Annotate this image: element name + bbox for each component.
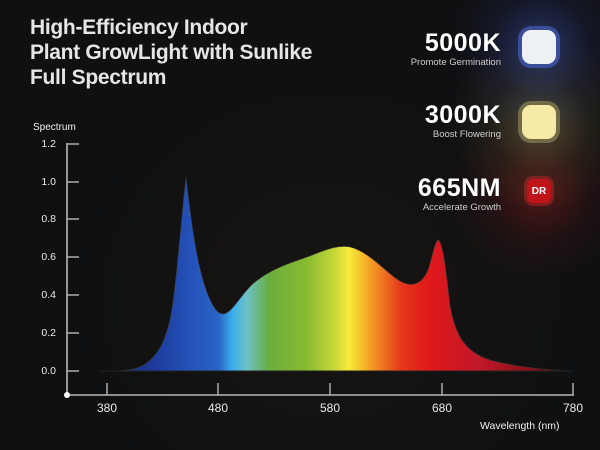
y-tick-label: 0.0 xyxy=(41,365,56,377)
spectrum-area xyxy=(106,176,573,372)
y-tick-label: 0.8 xyxy=(41,213,56,225)
x-ticks xyxy=(106,383,574,395)
legend-value-5000k: 5000K xyxy=(424,29,501,57)
y-tick-label: 0.2 xyxy=(41,327,56,339)
axis-origin-dot xyxy=(64,392,70,398)
page-title: High-Efficiency Indoor Plant GrowLight w… xyxy=(30,15,370,90)
x-tick-label: 580 xyxy=(319,401,341,415)
legend-desc-665nm: Accelerate Growth xyxy=(422,202,501,213)
y-tick-label: 1.2 xyxy=(41,138,56,150)
title-line-2: Plant GrowLight with Sunlike xyxy=(30,41,313,64)
title-line-1: High-Efficiency Indoor xyxy=(30,16,248,39)
warm-light-square-icon xyxy=(522,105,556,139)
white-light-square-icon xyxy=(522,30,556,64)
x-tick-label: 380 xyxy=(96,401,118,415)
y-ticks xyxy=(67,143,79,372)
y-tick-label: 1.0 xyxy=(41,176,56,188)
legend-value-3000k: 3000K xyxy=(424,101,501,129)
x-tick-label: 480 xyxy=(207,401,229,415)
legend-desc-3000k: Boost Flowering xyxy=(432,129,501,140)
title-line-3: Full Spectrum xyxy=(30,66,167,89)
x-axis-label: Wavelength (nm) xyxy=(480,420,560,432)
legend-value-665nm: 665NM xyxy=(417,174,501,202)
y-axis-label: Spectrum xyxy=(33,122,76,133)
y-tick-label: 0.4 xyxy=(41,289,56,301)
deep-red-dr-icon: DR xyxy=(527,179,551,203)
x-tick-label: 780 xyxy=(562,401,584,415)
y-tick-label: 0.6 xyxy=(41,251,56,263)
x-tick-label: 680 xyxy=(431,401,453,415)
legend-desc-5000k: Promote Germination xyxy=(410,57,501,68)
